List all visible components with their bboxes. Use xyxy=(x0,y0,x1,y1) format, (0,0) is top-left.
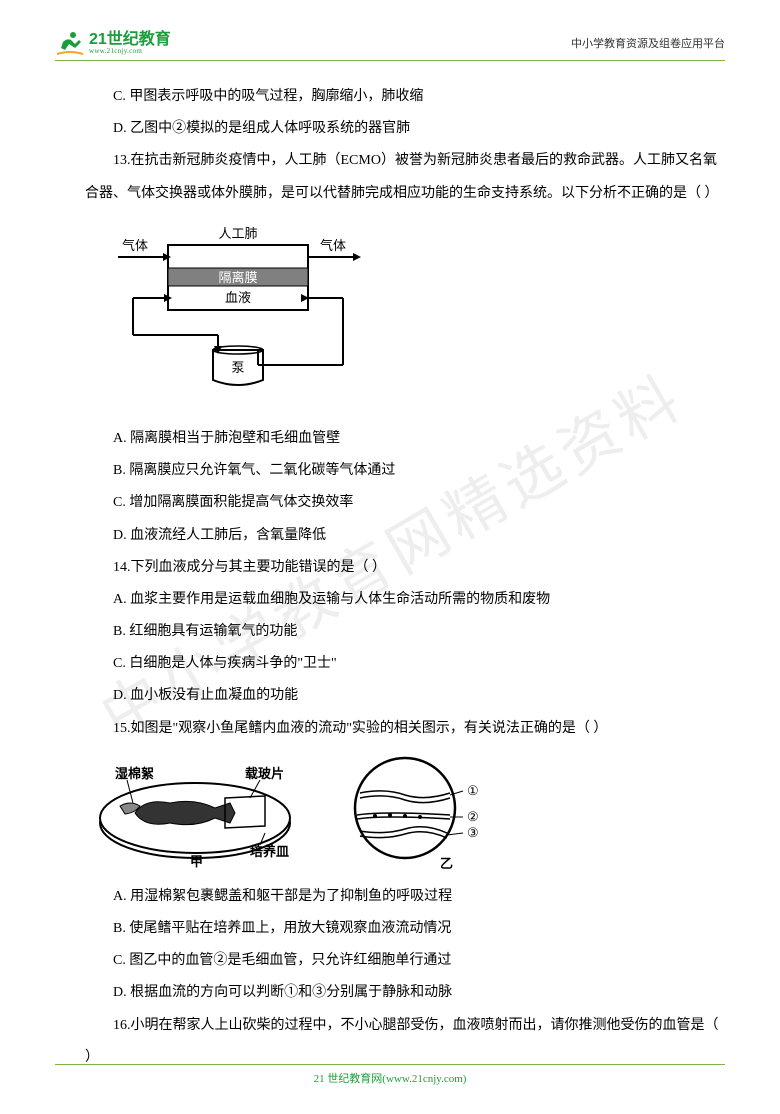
q15-option-d: D. 根据血流的方向可以判断①和③分别属于静脉和动脉 xyxy=(55,977,725,1009)
q14-option-c: C. 白细胞是人体与疾病斗争的"卫士" xyxy=(55,648,725,680)
dia13-title: 人工肺 xyxy=(218,226,257,241)
q13-diagram-container: 人工肺 隔离膜 气体 气体 血液 xyxy=(55,220,725,413)
dia15-slide: 载玻片 xyxy=(245,766,284,781)
q13-option-c: C. 增加隔离膜面积能提高气体交换效率 xyxy=(55,487,725,519)
page-header: 21世纪教育 www.21cnjy.com 中小学教育资源及组卷应用平台 xyxy=(55,30,725,61)
q14-stem: 14.下列血液成分与其主要功能错误的是（ ） xyxy=(55,552,725,584)
q12-option-c: C. 甲图表示呼吸中的吸气过程，胸廓缩小，肺收缩 xyxy=(55,81,725,113)
dia13-pump: 泵 xyxy=(231,360,244,375)
q14-option-a: A. 血浆主要作用是运载血细胞及运输与人体生命活动所需的物质和废物 xyxy=(55,584,725,616)
q15-diagram-container: 湿棉絮 载玻片 培养皿 甲 ① xyxy=(55,753,725,873)
q15-option-a: A. 用湿棉絮包裹鳃盖和躯干部是为了抑制鱼的呼吸过程 xyxy=(55,881,725,913)
q15-option-c: C. 图乙中的血管②是毛细血管，只允许红细胞单行通过 xyxy=(55,945,725,977)
logo-area: 21世纪教育 www.21cnjy.com xyxy=(55,30,171,56)
dia13-gas-in: 气体 xyxy=(122,238,148,253)
dia15-label3: ③ xyxy=(467,825,479,840)
dia13-blood: 血液 xyxy=(225,290,251,305)
q14-option-b: B. 红细胞具有运输氧气的功能 xyxy=(55,616,725,648)
dia15-label2: ② xyxy=(467,809,479,824)
dia13-gas-out: 气体 xyxy=(320,238,346,253)
header-right-text: 中小学教育资源及组卷应用平台 xyxy=(571,35,725,51)
dia15-fig-a: 甲 xyxy=(190,854,203,868)
dia15-dish-label: 培养皿 xyxy=(250,844,289,859)
q13-option-b: B. 隔离膜应只允许氧气、二氧化碳等气体通过 xyxy=(55,455,725,487)
dia15-fig-b: 乙 xyxy=(440,856,453,871)
page-footer: 21 世纪教育网(www.21cnjy.com) xyxy=(55,1064,725,1086)
fish-dish-diagram: 湿棉絮 载玻片 培养皿 甲 xyxy=(85,758,305,868)
q14-option-d: D. 血小板没有止血凝血的功能 xyxy=(55,680,725,712)
page-container: 21世纪教育 www.21cnjy.com 中小学教育资源及组卷应用平台 C. … xyxy=(0,0,780,1114)
q13-stem: 13.在抗击新冠肺炎疫情中，人工肺（ECMO）被誉为新冠肺炎患者最后的救命武器。… xyxy=(55,145,725,209)
artificial-lung-diagram: 人工肺 隔离膜 气体 气体 血液 xyxy=(113,220,363,400)
dia15-label1: ① xyxy=(467,783,479,798)
q12-option-d: D. 乙图中②模拟的是组成人体呼吸系统的器官肺 xyxy=(55,113,725,145)
logo-runner-icon xyxy=(55,30,85,56)
logo-sub-text: www.21cnjy.com xyxy=(89,48,171,55)
logo-text: 21世纪教育 www.21cnjy.com xyxy=(89,32,171,55)
logo-main-text: 21世纪教育 xyxy=(89,32,171,48)
dia13-membrane: 隔离膜 xyxy=(218,270,257,285)
dia15-wet-cotton: 湿棉絮 xyxy=(115,766,154,781)
content-body: C. 甲图表示呼吸中的吸气过程，胸廓缩小，肺收缩 D. 乙图中②模拟的是组成人体… xyxy=(55,81,725,1074)
microscope-view-diagram: ① ② ③ 乙 xyxy=(345,753,485,873)
q15-option-b: B. 使尾鳍平贴在培养皿上，用放大镜观察血液流动情况 xyxy=(55,913,725,945)
q15-stem: 15.如图是"观察小鱼尾鳍内血液的流动"实验的相关图示，有关说法正确的是（ ） xyxy=(55,713,725,745)
q13-option-d: D. 血液流经人工肺后，含氧量降低 xyxy=(55,520,725,552)
q13-option-a: A. 隔离膜相当于肺泡壁和毛细血管壁 xyxy=(55,423,725,455)
